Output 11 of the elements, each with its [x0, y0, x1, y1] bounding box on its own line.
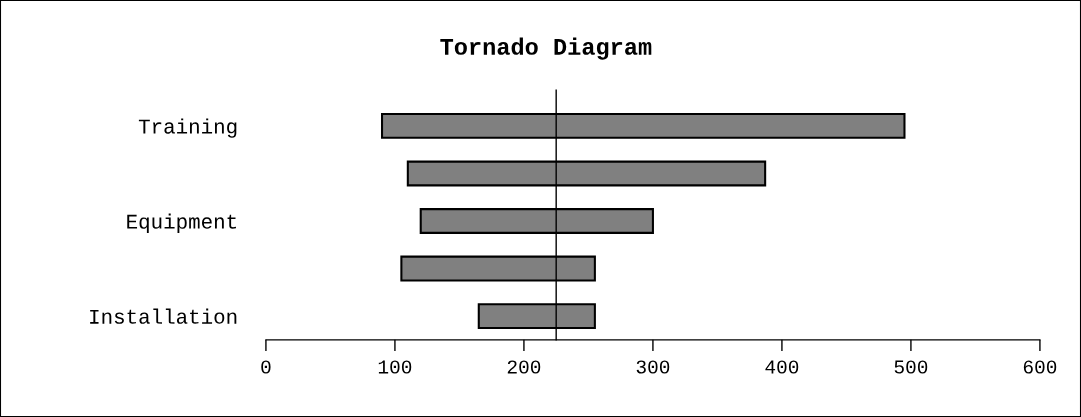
- x-tick-label: 600: [1023, 360, 1057, 374]
- x-tick-label: 100: [378, 360, 412, 374]
- x-tick-label: 200: [507, 360, 541, 374]
- y-tick-label: Equipment: [127, 213, 236, 233]
- y-tick-label: Training: [138, 118, 237, 138]
- chart-title: Tornado Diagram: [440, 37, 652, 60]
- y-tick-label: Installation: [90, 308, 237, 324]
- x-tick-label: 0: [261, 360, 271, 374]
- x-tick-label: 300: [636, 360, 670, 374]
- x-tick-label: 500: [894, 360, 928, 374]
- x-tick-label: 400: [765, 360, 799, 374]
